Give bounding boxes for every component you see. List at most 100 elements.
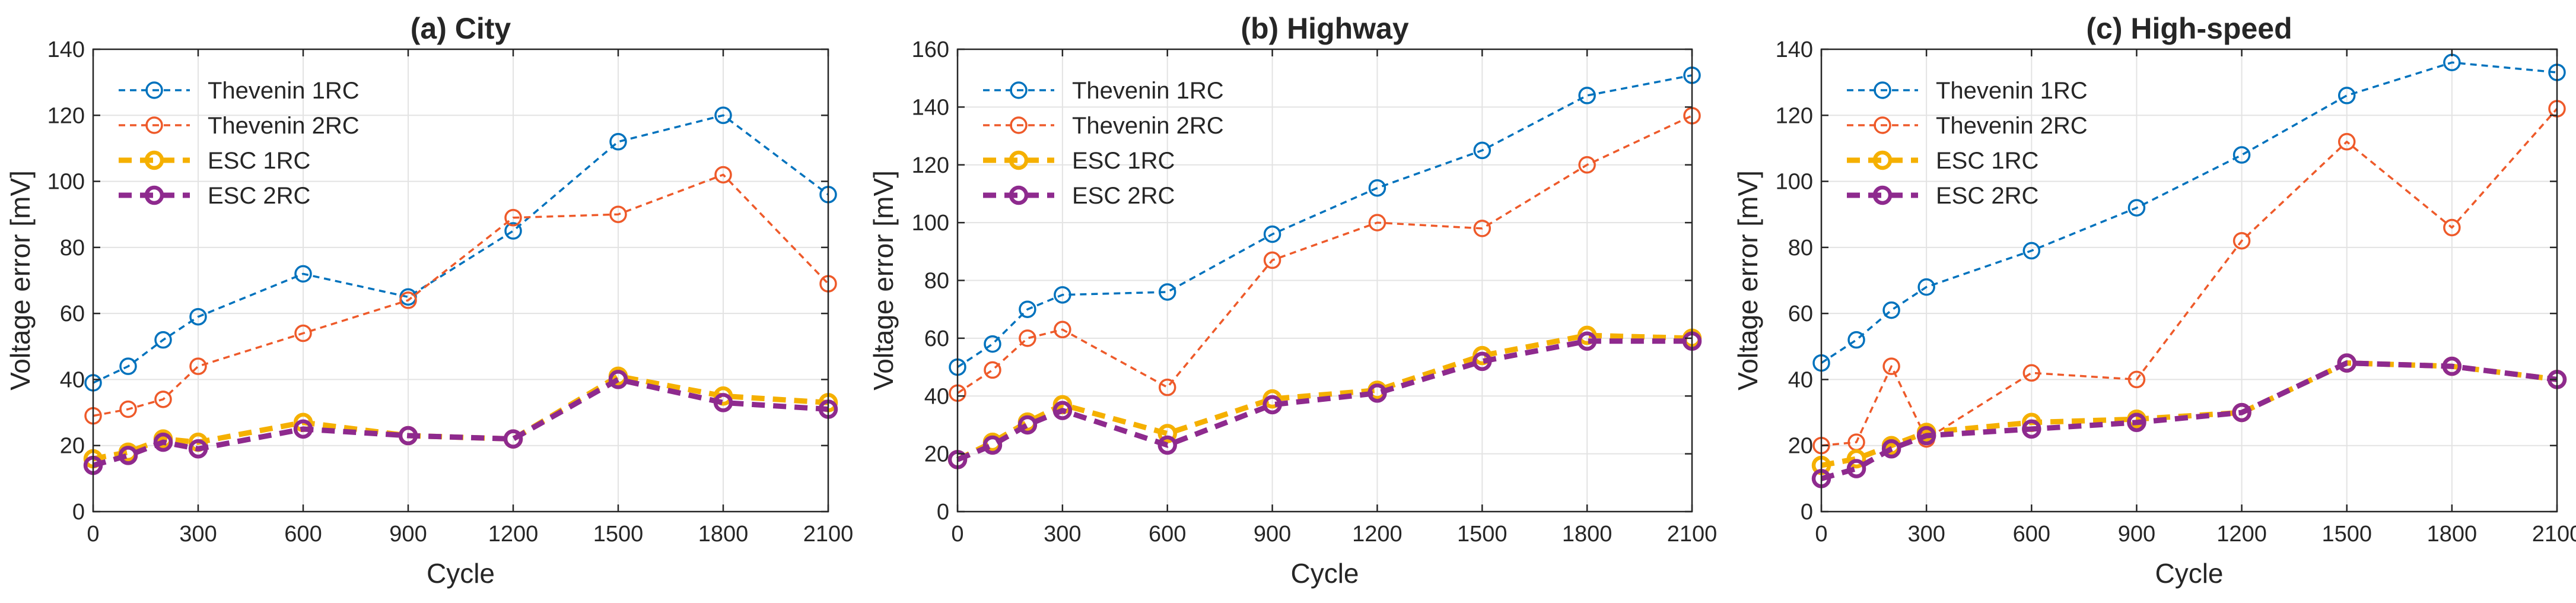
data-point xyxy=(714,106,732,125)
data-point xyxy=(1578,87,1596,104)
chart-panel-2: 0 300 600 900 1200 1500 1800 2100 0 20 40 60 80 100 12… xyxy=(868,12,1717,589)
data-point xyxy=(1019,329,1036,347)
x-tick-label: 300 xyxy=(1044,522,1081,547)
series-esc-2rc xyxy=(83,370,838,475)
x-tick-label: 1500 xyxy=(2321,522,2372,547)
data-point xyxy=(2127,199,2146,217)
legend-marker xyxy=(1010,81,1028,99)
x-tick-label: 1500 xyxy=(593,522,644,547)
y-tick-label: 60 xyxy=(60,302,85,326)
data-point xyxy=(1847,331,1865,349)
y-tick-label: 20 xyxy=(1788,434,1813,459)
data-point xyxy=(1473,351,1492,372)
data-point xyxy=(2127,370,2146,389)
legend-label: Thevenin 1RC xyxy=(1072,78,1224,104)
data-point xyxy=(2338,87,2356,104)
legend-marker xyxy=(145,116,163,134)
data-point xyxy=(188,439,208,459)
y-tick-label: 100 xyxy=(1776,170,1813,195)
series-line xyxy=(93,173,829,417)
legend-label: ESC 2RC xyxy=(1936,183,2038,209)
y-tick-label: 100 xyxy=(47,170,85,195)
y-tick-label: 80 xyxy=(924,269,949,294)
series-line xyxy=(1821,360,2558,468)
y-tick-label: 40 xyxy=(924,384,949,409)
legend-label: Thevenin 2RC xyxy=(1936,113,2088,139)
legend: Thevenin 1RC Thevenin 2RC ESC 1RC ESC 2RC xyxy=(119,78,360,209)
legend-label: ESC 2RC xyxy=(1072,183,1175,209)
data-point xyxy=(2337,353,2356,373)
data-point xyxy=(1263,251,1281,269)
y-tick-label: 140 xyxy=(1776,37,1813,62)
x-tick-label: 1200 xyxy=(488,522,539,547)
legend-label: ESC 1RC xyxy=(1072,148,1175,174)
data-point xyxy=(2022,419,2041,439)
chart-panel-3: 0 300 600 900 1200 1500 1800 2100 0 20 40 60 80 100 12… xyxy=(1732,12,2576,589)
data-point xyxy=(1846,459,1866,478)
x-tick-label: 0 xyxy=(87,522,99,547)
x-axis-label: Cycle xyxy=(427,558,495,589)
data-point xyxy=(1367,383,1387,403)
data-point xyxy=(1019,300,1036,318)
legend-marker xyxy=(144,185,164,205)
legend-label: ESC 2RC xyxy=(208,183,310,209)
data-point xyxy=(1158,283,1176,301)
data-point xyxy=(984,361,1001,379)
legend-label: Thevenin 2RC xyxy=(1072,113,1224,139)
legend-marker xyxy=(1009,150,1029,170)
data-point xyxy=(398,426,418,446)
y-tick-label: 40 xyxy=(1788,367,1813,392)
data-point xyxy=(713,393,733,412)
data-point xyxy=(1262,395,1282,415)
data-point xyxy=(984,335,1001,353)
series-thevenin-1rc xyxy=(1812,53,2566,372)
series-line xyxy=(957,115,1693,394)
x-tick-label: 600 xyxy=(2013,522,2050,547)
data-point xyxy=(189,307,207,326)
x-tick-label: 900 xyxy=(389,522,427,547)
legend-marker xyxy=(1874,116,1891,134)
data-point xyxy=(609,133,627,151)
x-axis: 0 300 600 900 1200 1500 1800 2100 xyxy=(951,49,1717,547)
series-thevenin-2rc xyxy=(949,107,1701,402)
legend: Thevenin 1RC Thevenin 2RC ESC 1RC ESC 2RC xyxy=(983,78,1224,209)
x-axis-label: Cycle xyxy=(1290,558,1359,589)
data-point xyxy=(503,429,523,449)
data-point xyxy=(1054,320,1071,339)
x-tick-label: 1800 xyxy=(698,522,749,547)
data-point xyxy=(399,291,417,309)
plot-area xyxy=(93,49,828,512)
data-point xyxy=(1157,435,1177,455)
data-point xyxy=(1052,401,1073,420)
data-point xyxy=(154,331,172,349)
x-tick-label: 0 xyxy=(1815,522,1827,547)
data-point xyxy=(1157,424,1177,443)
series-line xyxy=(1821,108,2558,447)
data-point xyxy=(1158,378,1176,396)
data-point xyxy=(2442,356,2462,376)
y-axis-label: Voltage error [mV] xyxy=(1732,170,1763,391)
data-point xyxy=(1846,449,1866,469)
data-point xyxy=(2232,402,2251,423)
data-point xyxy=(2022,364,2041,382)
y-axis-label: Voltage error [mV] xyxy=(5,170,36,391)
series-esc-2rc xyxy=(947,331,1702,469)
data-point xyxy=(1263,225,1281,243)
x-axis: 0 300 600 900 1200 1500 1800 2100 xyxy=(1815,49,2576,547)
series-line xyxy=(956,338,1692,462)
legend-label: Thevenin 1RC xyxy=(1936,78,2088,104)
legend-label: ESC 1RC xyxy=(208,148,310,174)
y-tick-label: 0 xyxy=(72,500,85,525)
chart-panel-1: 0 300 600 900 1200 1500 1800 2100 0 20 40 60 80 100 12… xyxy=(5,12,853,589)
data-point xyxy=(1917,278,1935,296)
axes-box xyxy=(1820,48,2558,513)
series-line xyxy=(93,114,829,384)
legend-label: Thevenin 2RC xyxy=(208,113,360,139)
y-tick-label: 0 xyxy=(1801,500,1813,525)
y-axis: 0 20 40 60 80 100 120 140 xyxy=(1776,37,2557,525)
data-point xyxy=(153,432,173,452)
data-point xyxy=(1473,220,1491,237)
y-tick-label: 120 xyxy=(1776,103,1813,128)
data-point xyxy=(1368,179,1386,197)
